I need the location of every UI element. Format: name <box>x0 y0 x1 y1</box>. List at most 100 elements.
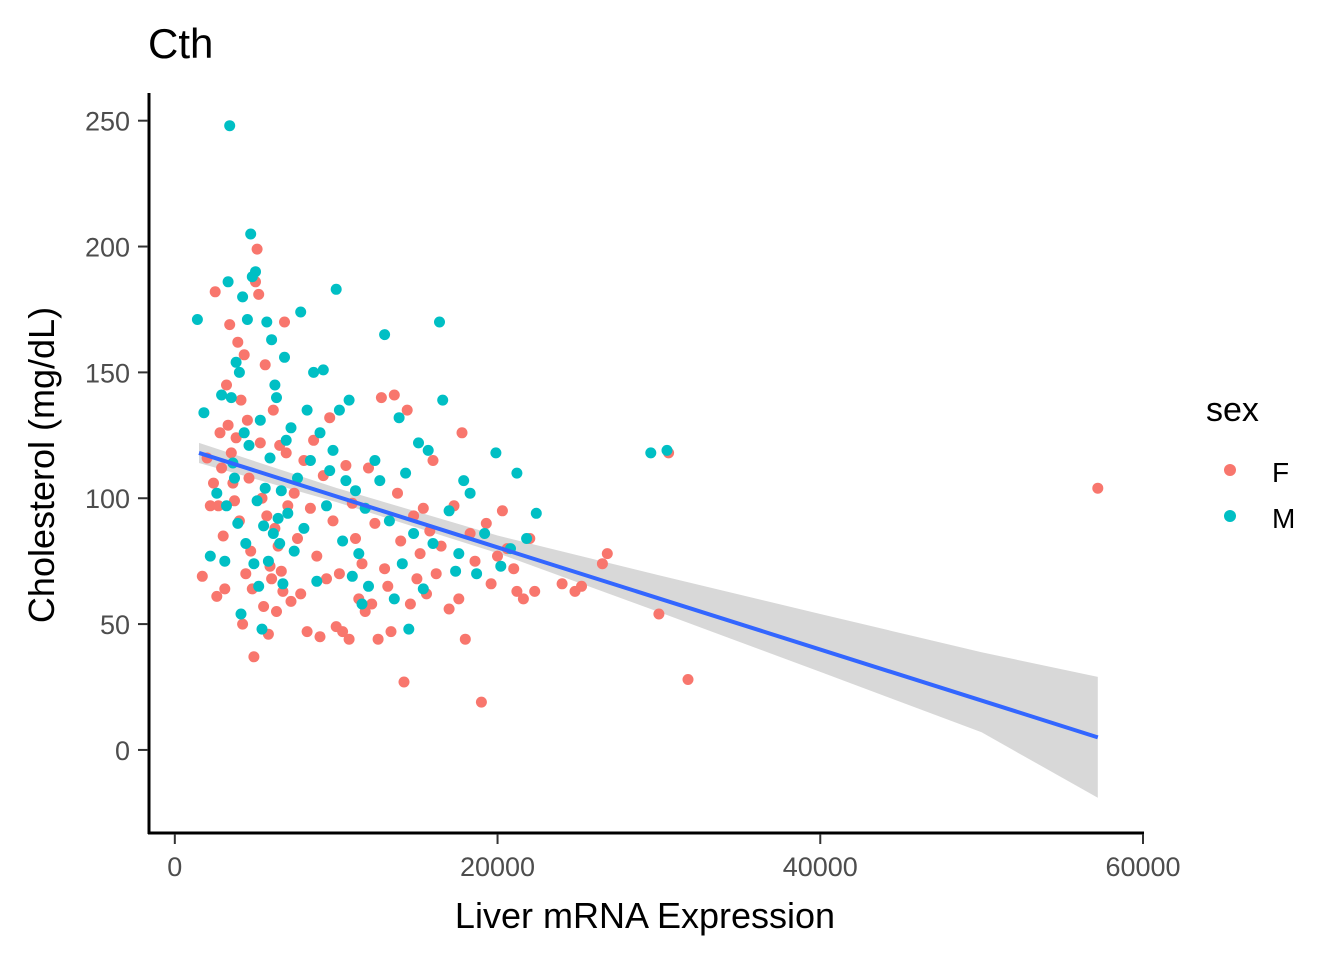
point-F <box>230 432 242 444</box>
point-F <box>258 601 270 612</box>
series-M <box>191 120 673 635</box>
point-M <box>253 580 265 592</box>
y-axis-ticks: 0 50 100 150 200 250 <box>85 107 148 766</box>
point-M <box>343 394 355 406</box>
x-axis-title: Liver mRNA Expression <box>455 895 835 936</box>
point-M <box>490 447 502 459</box>
point-F <box>382 580 394 592</box>
point-F <box>417 502 429 514</box>
point-F <box>237 618 249 630</box>
point-F <box>443 603 455 615</box>
point-F <box>366 598 378 610</box>
point-M <box>363 580 374 592</box>
point-M <box>450 565 462 577</box>
point-M <box>282 507 294 519</box>
point-F <box>356 558 368 570</box>
point-M <box>269 379 281 391</box>
point-M <box>369 455 381 466</box>
point-F <box>529 585 541 597</box>
point-M <box>235 608 247 620</box>
point-M <box>233 366 245 378</box>
point-M <box>261 316 273 328</box>
x-tick-label: 60000 <box>1105 852 1180 882</box>
point-F <box>285 595 297 607</box>
point-F <box>280 447 292 459</box>
point-M <box>645 447 657 459</box>
point-F <box>398 676 410 688</box>
point-M <box>327 444 339 456</box>
point-M <box>495 560 507 572</box>
point-F <box>251 243 263 255</box>
point-F <box>475 696 487 708</box>
point-M <box>224 120 236 132</box>
point-F <box>271 606 282 617</box>
point-M <box>521 533 533 544</box>
y-axis-title: Cholesterol (mg/dL) <box>21 307 62 623</box>
point-F <box>511 585 523 597</box>
y-tick-label: 200 <box>85 233 130 263</box>
point-F <box>492 550 503 562</box>
point-M <box>396 558 408 570</box>
point-M <box>191 314 203 325</box>
point-F <box>229 495 240 507</box>
legend-key-F <box>1224 464 1236 476</box>
point-M <box>230 356 242 368</box>
regression-line <box>198 451 1099 740</box>
point-F <box>241 414 253 426</box>
point-F <box>277 585 289 597</box>
point-F <box>480 517 492 529</box>
point-F <box>596 558 608 570</box>
legend-label-F: F <box>1272 457 1289 488</box>
point-F <box>243 472 255 484</box>
point-M <box>267 528 279 539</box>
point-M <box>427 538 439 549</box>
point-M <box>330 283 342 295</box>
point-F <box>304 502 316 514</box>
point-M <box>275 485 287 497</box>
point-F <box>496 505 508 517</box>
point-F <box>404 598 416 610</box>
point-M <box>216 389 228 401</box>
series-F <box>196 243 1104 708</box>
point-F <box>453 593 465 605</box>
point-F <box>576 580 587 592</box>
point-M <box>285 422 297 434</box>
point-F <box>388 389 400 401</box>
point-M <box>511 467 523 479</box>
point-F <box>217 530 229 542</box>
point-M <box>240 538 252 549</box>
point-F <box>311 550 323 562</box>
point-M <box>198 407 210 419</box>
point-F <box>327 515 339 527</box>
point-F <box>212 500 224 512</box>
point-F <box>517 593 529 605</box>
point-M <box>245 228 257 240</box>
legend-key-M <box>1224 510 1236 522</box>
point-M <box>259 482 271 494</box>
point-F <box>267 404 279 416</box>
point-M <box>264 452 276 464</box>
point-M <box>383 515 395 527</box>
point-F <box>375 392 387 404</box>
point-F <box>343 633 355 645</box>
point-M <box>219 555 231 567</box>
point-M <box>400 467 412 479</box>
point-F <box>221 379 232 391</box>
point-M <box>437 394 449 406</box>
point-M <box>661 444 673 456</box>
x-axis-ticks: 0 20000 40000 60000 <box>167 834 1181 882</box>
y-tick-label: 250 <box>85 107 130 137</box>
point-F <box>275 565 287 577</box>
point-M <box>262 555 274 567</box>
point-F <box>301 626 313 638</box>
point-M <box>250 266 261 278</box>
point-F <box>238 349 250 361</box>
point-F <box>411 573 423 585</box>
point-F <box>208 477 219 489</box>
point-F <box>427 455 439 466</box>
point-F <box>350 533 361 544</box>
chart-title: Cth <box>148 20 213 67</box>
point-M <box>256 623 268 635</box>
point-F <box>379 563 391 575</box>
